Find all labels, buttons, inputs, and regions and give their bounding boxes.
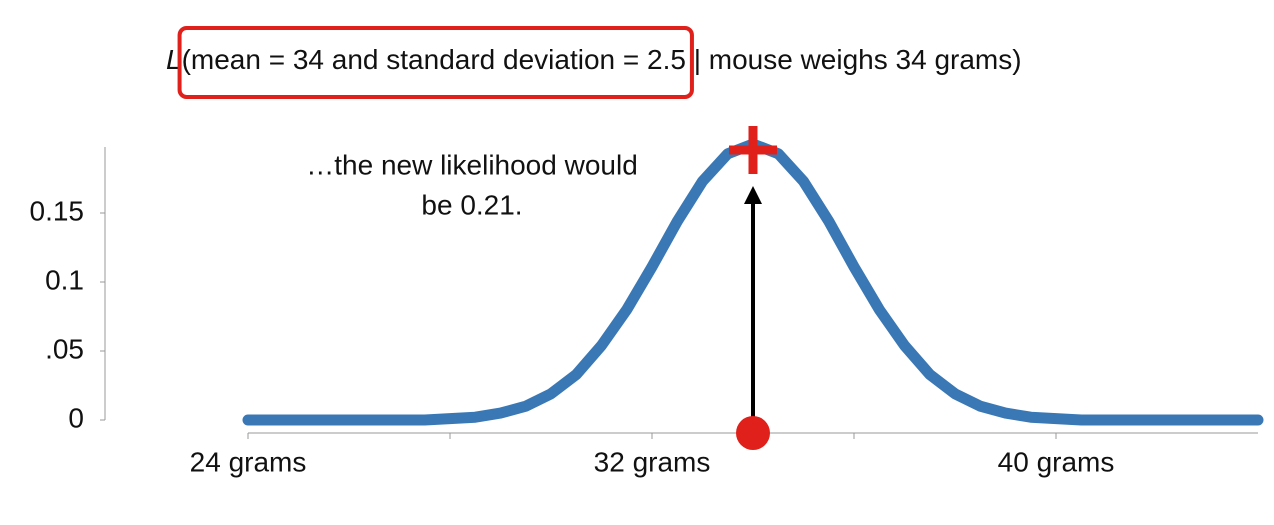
x-tick-label: 40 grams xyxy=(998,446,1115,477)
data-point xyxy=(736,416,770,450)
y-tick-label: 0 xyxy=(68,402,84,433)
title: L(mean = 34 and standard deviation = 2.5… xyxy=(166,44,1022,75)
title-rest: | mouse weighs 34 grams) xyxy=(686,44,1022,75)
x-tick-label: 32 grams xyxy=(594,446,711,477)
y-tick-label: .05 xyxy=(45,333,84,364)
annotation-line: be 0.21. xyxy=(421,189,522,220)
likelihood-marker xyxy=(729,126,777,174)
y-tick-label: 0.1 xyxy=(45,264,84,295)
title-highlighted: (mean = 34 and standard deviation = 2.5 xyxy=(182,44,686,75)
x-tick-label: 24 grams xyxy=(190,446,307,477)
arrow-head xyxy=(744,186,762,204)
annotation-line: …the new likelihood would xyxy=(306,149,638,180)
highlight-box xyxy=(177,26,694,99)
y-tick-label: 0.15 xyxy=(30,195,85,226)
